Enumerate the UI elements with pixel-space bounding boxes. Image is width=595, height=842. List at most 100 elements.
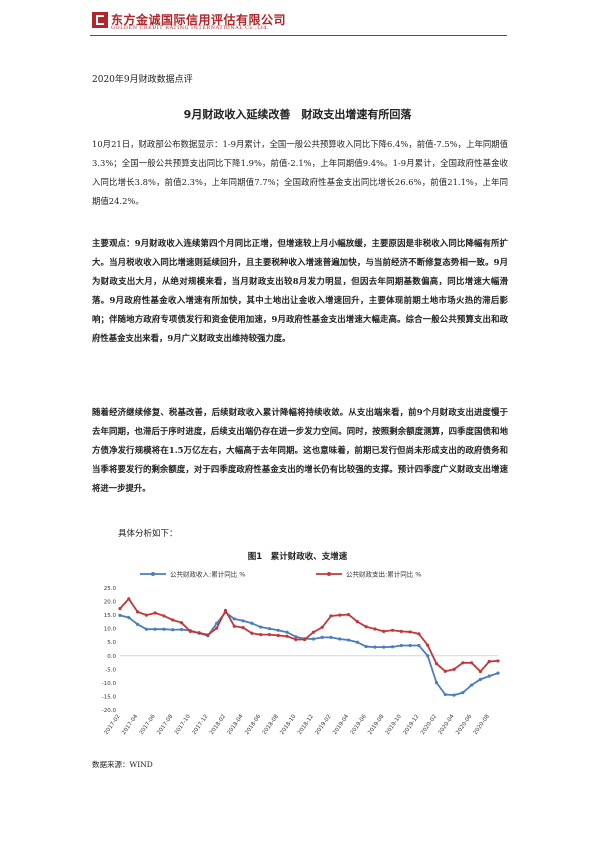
x-tick-label: 2017-04 <box>121 713 139 736</box>
series-2-point <box>470 661 474 665</box>
series-2-point <box>171 618 175 622</box>
series-1-point <box>232 617 236 621</box>
series-2-point <box>329 614 333 618</box>
series-2-point <box>162 614 166 618</box>
series-1-point <box>329 635 333 639</box>
y-tick-label: 15.0 <box>104 613 117 619</box>
x-tick-label: 2017-02 <box>104 714 122 736</box>
series-1-point <box>461 691 465 695</box>
series-1-point <box>285 630 289 634</box>
series-2-point <box>118 607 122 611</box>
series-1-point <box>443 692 447 697</box>
data-source: 数据来源：WIND <box>92 760 153 769</box>
series-2-point <box>399 629 403 633</box>
series-2-point <box>382 629 386 633</box>
series-2-point <box>408 630 412 634</box>
series-1-point <box>259 625 263 629</box>
x-tick-label: 2020-06 <box>455 713 473 736</box>
series-1-point <box>144 627 148 631</box>
series-1-point <box>470 683 474 687</box>
series-1-point <box>364 644 368 649</box>
series-2-point <box>215 626 219 630</box>
series-2-point <box>311 630 315 634</box>
series-2-point <box>144 613 148 617</box>
series-2-point <box>267 633 272 637</box>
series-1-point <box>373 645 377 649</box>
series-2-point <box>496 659 500 663</box>
y-tick-label: 20.0 <box>104 600 117 606</box>
legend-marker-1 <box>151 572 155 576</box>
series-2-point <box>188 629 192 633</box>
series-2-point <box>443 669 447 673</box>
series-2-point <box>153 611 157 615</box>
series-2-point <box>390 628 395 632</box>
series-1-point <box>250 621 254 625</box>
series-1-point <box>496 671 500 675</box>
x-tick-label: 2017-12 <box>191 714 209 736</box>
series-2-point <box>461 661 465 665</box>
x-tick-label: 2019-04 <box>332 713 350 736</box>
series-1-point <box>267 627 272 631</box>
series-2-point <box>197 631 201 635</box>
outlook-paragraph: 随着经济继续修复、税基改善，后续财政收入累计降幅将持续收敛。从支出端来看，前9个… <box>92 407 508 493</box>
y-tick-label: -20.0 <box>102 708 117 714</box>
series-2-point <box>452 667 456 671</box>
series-line-2 <box>119 597 499 673</box>
series-1-point <box>135 622 140 626</box>
series-1-point <box>179 627 184 632</box>
series-1-point <box>408 643 412 648</box>
series-1-point <box>417 643 421 648</box>
series-2-point <box>127 597 131 601</box>
x-tick-label: 2020-04 <box>438 713 456 736</box>
series-2-point <box>478 669 483 674</box>
series-1-point <box>153 627 157 631</box>
main-points-paragraph: 主要观点：9月财政收入连续第四个月同比正增，但增速较上月小幅放缓，主要原因是非税… <box>92 238 508 343</box>
series-2-point <box>276 633 280 638</box>
x-tick-label: 2019-08 <box>367 713 385 736</box>
analysis-intro: 具体分析如下： <box>118 529 178 539</box>
series-2-point <box>434 662 439 666</box>
x-tick-label: 2020-02 <box>420 714 438 736</box>
series-2-point <box>417 632 421 636</box>
legend-label-1: 公共财政收入:累计同比 % <box>170 570 245 579</box>
legend-marker-2 <box>327 572 331 576</box>
series-2-point <box>346 612 351 617</box>
series-line-1 <box>119 611 499 696</box>
series-2-point <box>355 620 359 624</box>
y-tick-label: 25.0 <box>104 586 117 592</box>
series-1-point <box>478 677 483 681</box>
series-1-point <box>346 638 351 642</box>
x-tick-label: 2018-08 <box>262 713 280 736</box>
x-tick-label: 2019-12 <box>402 714 420 736</box>
series-2-point <box>294 637 298 642</box>
series-1-point <box>162 627 166 631</box>
series-2-point <box>303 637 307 642</box>
y-tick-label: -15.0 <box>102 694 117 700</box>
page-title: 9月财政收入延续改善 财政支出增速有所回落 <box>183 108 412 121</box>
y-tick-label: 5.0 <box>107 640 116 646</box>
x-tick-label: 2018-06 <box>244 713 262 736</box>
x-tick-label: 2018-04 <box>227 713 245 736</box>
intro-paragraph: 10月21日，财政部公布数据显示：1-9月累计，全国一般公共预算收入同比下降6.… <box>92 139 508 206</box>
x-tick-label: 2019-02 <box>315 714 333 736</box>
y-tick-label: 0.0 <box>107 654 116 660</box>
series-1-point <box>118 613 122 617</box>
x-tick-label: 2017-10 <box>174 713 192 736</box>
company-name: 东方金诚国际信用评估有限公司 <box>111 13 287 27</box>
series-2-point <box>206 633 210 637</box>
series-2-point <box>373 627 377 631</box>
x-tick-label: 2020-08 <box>473 713 491 736</box>
series-1-point <box>355 640 359 644</box>
series-2-point <box>250 631 254 635</box>
company-name-en: GOLDEN CREDIT RATING INTERNATIONAL Co.,L… <box>111 25 270 31</box>
series-2-point <box>259 633 263 637</box>
series-2-point <box>338 613 342 617</box>
company-logo <box>92 12 108 28</box>
series-1-point <box>294 635 298 639</box>
series-2-point <box>223 608 228 613</box>
series-2-point <box>135 610 140 614</box>
fiscal-growth-chart: 25.0 20.0 15.0 10.0 5.0 0.0 -5.0 -10.0 -15.0 -20.… <box>102 570 500 736</box>
series-1-point <box>241 619 245 623</box>
series-2-point <box>285 634 289 638</box>
series-1-point <box>127 615 131 620</box>
